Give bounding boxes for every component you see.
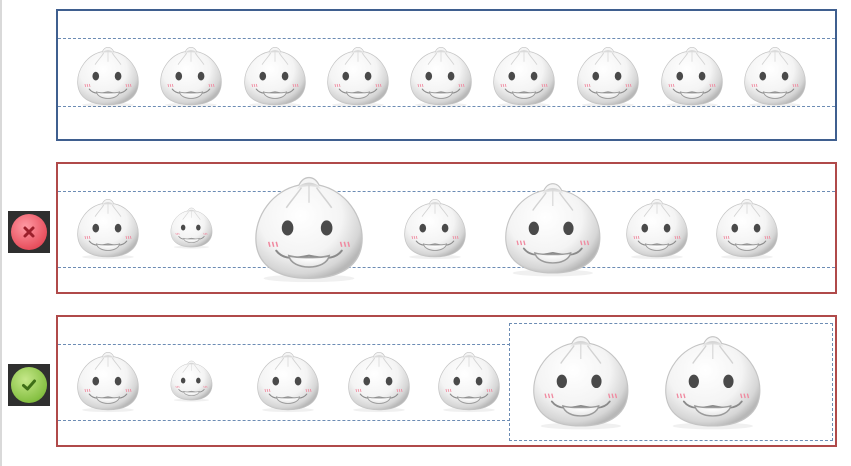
bun-mascot-icon [744,46,806,107]
bun-mascot-icon [327,46,389,107]
bottom-guide-line [58,267,835,268]
check-icon [11,367,47,403]
bottom-guide-line [58,420,510,421]
top-guide-line [58,191,835,192]
bun-mascot-icon [716,198,778,259]
bun-mascot-icon [626,198,688,259]
bun-mascot-icon [170,207,212,249]
bun-mascot-icon [505,182,601,277]
bun-mascot-icon [493,46,555,107]
bun-mascot-icon [255,177,363,283]
bun-mascot-icon [160,46,222,107]
right-badge [8,364,50,406]
bun-mascot-icon [170,360,212,402]
bun-mascot-icon [533,335,629,430]
bun-mascot-icon [348,351,410,412]
bun-mascot-icon [77,46,139,107]
bun-mascot-icon [404,198,466,259]
top-guide-line [58,38,835,39]
wrong-badge [8,211,50,253]
bun-mascot-icon [257,351,319,412]
left-edge-line [0,0,2,466]
bun-mascot-icon [665,335,761,430]
cross-icon [11,214,47,250]
bun-mascot-icon [410,46,472,107]
large-group-guide-box [509,323,833,441]
bun-mascot-icon [77,198,139,259]
bun-mascot-icon [577,46,639,107]
bun-mascot-icon [244,46,306,107]
bun-mascot-icon [438,351,500,412]
bun-mascot-icon [661,46,723,107]
bun-mascot-icon [77,351,139,412]
top-guide-line [58,344,510,345]
bottom-guide-line [58,106,835,107]
